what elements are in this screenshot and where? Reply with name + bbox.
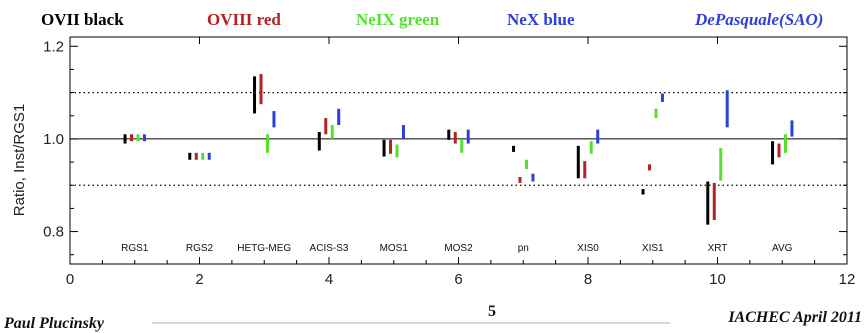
category-labels: RGS1 RGS2 HETG-MEG ACIS-S3 MOS1 MOS2 pn XIS0 XIS… (121, 243, 793, 254)
category-label-rgs1: RGS1 (121, 243, 149, 254)
footer-author: Paul Plucinsky (3, 315, 105, 332)
legend-neix-label: NeIX green (356, 10, 440, 29)
x-tick-label: 8 (584, 271, 592, 288)
category-label-hetg-meg: HETG-MEG (237, 243, 291, 254)
y-tick-label: 1.0 (43, 131, 64, 148)
credit-label: DePasquale(SAO) (694, 10, 823, 29)
y-tick-label: 1.2 (43, 38, 64, 55)
y-axis-label: Ratio, Inst/RGS1 (11, 104, 28, 217)
category-label-xrt: XRT (708, 243, 728, 254)
category-label-rgs2: RGS2 (186, 243, 214, 254)
x-tick-label: 6 (454, 271, 462, 288)
plot-frame (69, 36, 848, 265)
legend-oviii-label: OVIII red (207, 10, 281, 29)
category-label-acis-s3: ACIS-S3 (310, 243, 349, 254)
footer-event: IACHEC April 2011 (727, 309, 862, 326)
reference-lines (70, 91, 847, 186)
x-tick-label: 2 (195, 271, 203, 288)
page-number: 5 (488, 303, 496, 320)
x-tick-label: 10 (709, 271, 726, 288)
y-axis-ticks: 0.8 1.0 1.2 (43, 38, 847, 256)
category-label-mos2: MOS2 (444, 243, 473, 254)
x-tick-label: 0 (66, 271, 74, 288)
legend-ovii-label: OVII black (41, 10, 124, 29)
y-tick-label: 0.8 (43, 224, 64, 241)
category-label-xis0: XIS0 (577, 243, 599, 254)
category-label-mos1: MOS1 (380, 243, 409, 254)
x-axis-ticks: 0 2 4 6 8 10 12 (66, 37, 856, 288)
category-label-avg: AVG (772, 243, 793, 254)
x-tick-label: 12 (839, 271, 856, 288)
category-label-xis1: XIS1 (642, 243, 664, 254)
error-bars (123, 74, 794, 225)
category-label-pn: pn (518, 243, 529, 254)
legend-nex-label: NeX blue (507, 10, 575, 29)
x-tick-label: 4 (325, 271, 333, 288)
